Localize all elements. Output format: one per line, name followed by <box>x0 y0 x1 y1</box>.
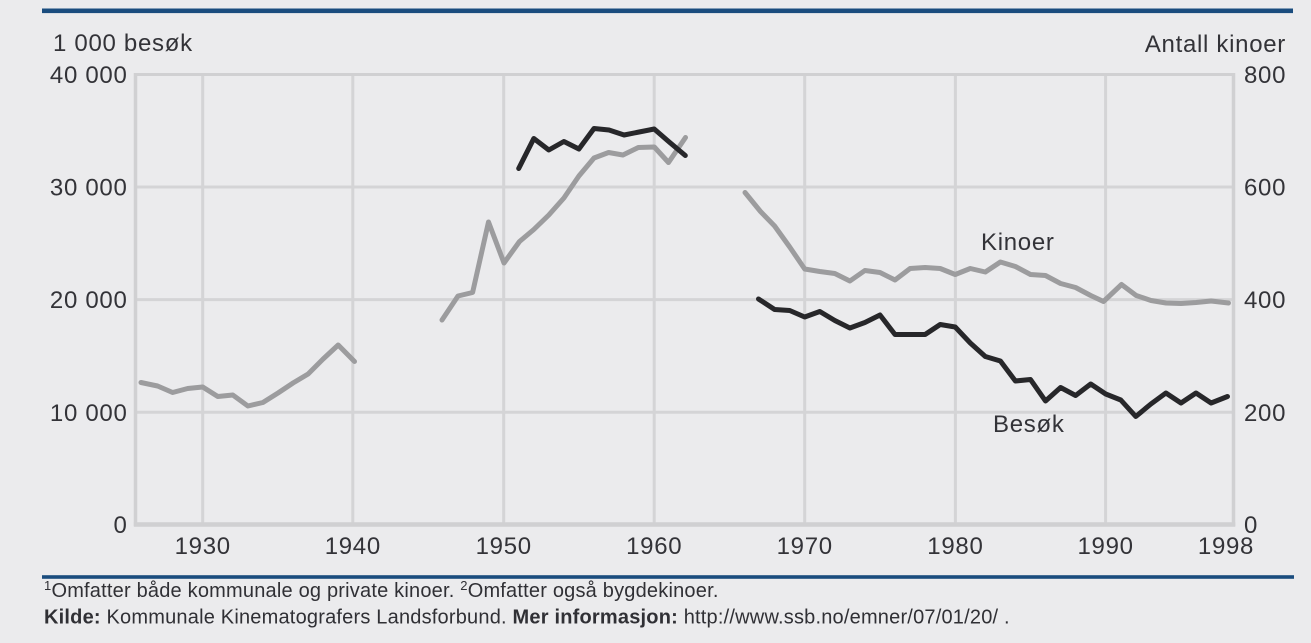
svg-text:Kinoer: Kinoer <box>981 229 1055 256</box>
svg-text:200: 200 <box>1244 400 1286 427</box>
svg-text:0: 0 <box>113 512 127 539</box>
svg-text:1960: 1960 <box>626 533 682 560</box>
svg-text:1990: 1990 <box>1077 533 1133 560</box>
svg-text:1998: 1998 <box>1198 533 1254 560</box>
svg-text:10 000: 10 000 <box>50 400 128 427</box>
svg-text:Besøk: Besøk <box>993 411 1065 438</box>
svg-text:1930: 1930 <box>175 533 231 560</box>
svg-text:20 000: 20 000 <box>50 287 128 314</box>
svg-text:1970: 1970 <box>777 533 833 560</box>
svg-text:1950: 1950 <box>476 533 532 560</box>
svg-text:600: 600 <box>1244 175 1286 202</box>
svg-text:1940: 1940 <box>325 533 381 560</box>
svg-text:400: 400 <box>1244 287 1286 314</box>
svg-text:40 000: 40 000 <box>50 62 128 89</box>
svg-text:1980: 1980 <box>927 533 983 560</box>
svg-text:1 000 besøk: 1 000 besøk <box>53 30 193 57</box>
svg-text:0: 0 <box>1244 512 1258 539</box>
svg-text:1Omfatter både kommunale og pr: 1Omfatter både kommunale og private kino… <box>44 578 719 602</box>
svg-text:Kilde: Kommunale Kinematografe: Kilde: Kommunale Kinematografers Landsfo… <box>44 607 1010 629</box>
svg-text:30 000: 30 000 <box>50 175 128 202</box>
svg-text:800: 800 <box>1244 62 1286 89</box>
svg-text:Antall kinoer: Antall kinoer <box>1145 31 1286 58</box>
